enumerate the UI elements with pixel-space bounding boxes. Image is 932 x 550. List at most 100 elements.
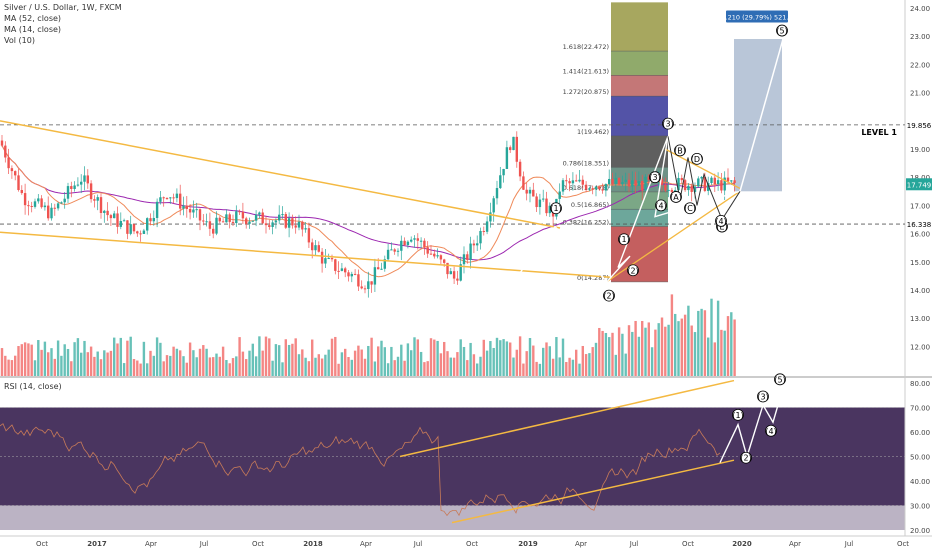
wave-label-circle: [603, 289, 615, 302]
volume-bar: [126, 340, 129, 376]
volume-bar: [512, 357, 515, 376]
wave-label-circle: [691, 152, 703, 165]
volume-bar: [251, 343, 254, 376]
volume-bar: [697, 310, 700, 376]
candle-body: [317, 245, 320, 252]
volume-bar: [119, 337, 122, 376]
candle-body: [664, 184, 667, 191]
wave-label-circle: [649, 171, 661, 184]
volume-bar: [670, 294, 674, 376]
ma52-line: [1, 145, 735, 261]
candle-body: [129, 224, 132, 234]
volume-bar: [680, 318, 683, 376]
wave-label: (2): [627, 266, 638, 275]
candle-body: [647, 176, 650, 180]
candle-body: [710, 177, 713, 184]
volume-bar: [489, 341, 492, 376]
candle-body: [14, 171, 17, 176]
candle-body: [205, 221, 208, 223]
candle-body: [188, 208, 192, 213]
volume-bar: [122, 363, 126, 376]
rsi-tick-label: 60.00: [910, 429, 930, 437]
time-tick-label: Apr: [575, 540, 587, 548]
candle-body: [274, 220, 278, 223]
candle-body: [89, 183, 93, 200]
volume-bar: [542, 347, 545, 376]
candle-body: [142, 230, 146, 234]
volume-bar: [311, 339, 314, 376]
wave-label-circle: [550, 202, 562, 215]
fib-band-0: [611, 2, 668, 52]
volume-bar: [353, 350, 357, 376]
candle-body: [584, 184, 588, 190]
wave-label-circle: [674, 144, 686, 157]
volume-bar: [588, 353, 591, 376]
volume-bar: [707, 337, 710, 376]
volume-bar: [20, 344, 23, 376]
volume-bar: [568, 357, 571, 376]
candle-body: [122, 220, 126, 222]
candle-body: [146, 218, 149, 231]
volume-bar: [631, 331, 634, 376]
candle-body: [7, 157, 10, 169]
candle-body: [344, 268, 347, 273]
current-price-tag: 17.749: [907, 181, 932, 189]
volume-bar: [330, 338, 334, 376]
time-tick-label: 2020: [732, 540, 752, 548]
volume-bar: [647, 322, 650, 376]
wave-label: (2): [603, 292, 614, 301]
volume-bar: [60, 355, 63, 376]
upper-trendline: [0, 120, 561, 229]
rsi-wave-label: (3): [757, 392, 768, 401]
candle-body: [436, 255, 439, 257]
support-price-tag: 16.338: [907, 221, 932, 229]
wave-label: (E): [716, 223, 727, 232]
candle-body: [238, 211, 241, 213]
volume-bar: [446, 351, 449, 376]
volume-bar: [363, 358, 367, 376]
candle-body: [723, 177, 726, 191]
price-tick-label: 22.00: [910, 61, 930, 69]
candle-body: [40, 198, 43, 208]
candle-body: [627, 179, 631, 187]
volume-bar: [571, 359, 575, 376]
volume-bar: [132, 359, 136, 376]
candle-body: [373, 267, 377, 285]
candle-body: [386, 249, 390, 260]
candle-body: [400, 240, 403, 251]
candle-body: [47, 205, 50, 219]
rsi-tick-label: 80.00: [910, 380, 930, 388]
price-tick-label: 15.00: [910, 259, 930, 267]
volume-bar: [591, 347, 594, 376]
candle-body: [126, 220, 129, 234]
wave-label-circle: [715, 215, 727, 227]
volume-bar: [0, 348, 4, 376]
legend: Silver / U.S. Dollar, 1W, FXCM MA (52, c…: [4, 2, 122, 46]
volume-bar: [449, 357, 452, 376]
wave-label: (C): [684, 204, 696, 213]
lower-trendline: [0, 231, 611, 279]
volume-bar: [307, 361, 311, 376]
volume-bar: [373, 361, 377, 376]
volume-bar: [337, 363, 340, 376]
volume-bar: [693, 332, 697, 376]
candle-body: [83, 175, 86, 182]
volume-bar: [66, 348, 70, 376]
candle-body: [96, 197, 99, 201]
wave-label-circle: [776, 24, 788, 37]
candle-body: [169, 197, 172, 199]
volume-bar: [393, 360, 396, 376]
projection-line: [739, 38, 784, 192]
candle-body: [429, 253, 433, 255]
volume-bar: [654, 329, 657, 376]
volume-bar: [291, 343, 294, 376]
fib-label: 1.618(22.472): [563, 43, 609, 51]
candle-body: [330, 258, 334, 260]
volume-bar: [396, 356, 400, 376]
volume-bar: [215, 353, 218, 376]
candle-body: [287, 218, 291, 228]
candle-body: [410, 239, 413, 242]
candle-body: [99, 197, 103, 213]
candle-body: [683, 180, 687, 191]
candle-body: [347, 272, 350, 277]
